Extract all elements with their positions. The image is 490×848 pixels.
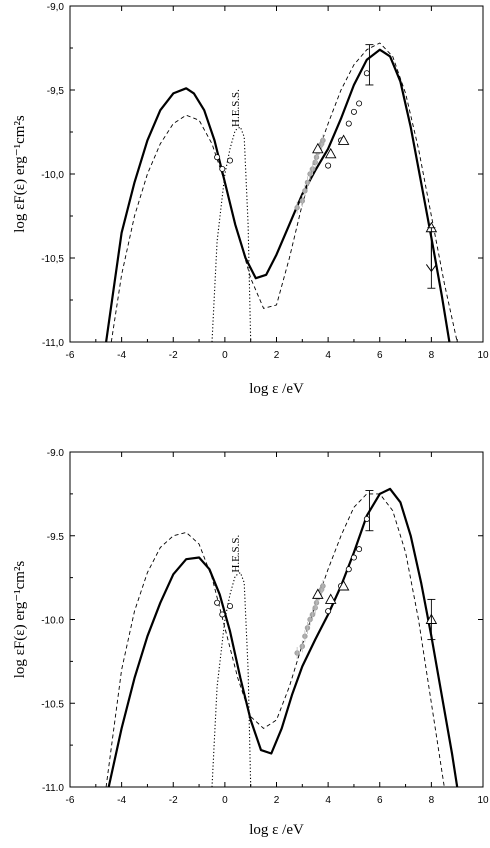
x-tick-label: -6 [66,350,75,361]
x-tick-label: 10 [477,350,489,361]
y-axis-title: log εF(ε) erg⁻¹cm²s [12,561,28,679]
data-point-circle [345,566,352,573]
x-tick-label: 0 [222,350,228,361]
data-point-circle [219,165,226,172]
data-point-triangle [337,580,350,591]
data-point-circle [356,100,363,107]
data-point-circle [219,611,226,618]
data-point-circle [325,162,332,169]
plot-frame [69,451,484,788]
x-tick-label: -2 [169,795,178,806]
y-tick-label: -9.5 [47,532,65,543]
y-tick-label: -10,0 [41,170,64,181]
y-tick-label: -10.5 [41,699,64,710]
y-tick-label: -9,0 [47,2,65,13]
x-tick-label: 2 [274,350,280,361]
x-tick-label: -2 [169,350,178,361]
x-tick-label: 4 [325,795,331,806]
y-tick-label: -10.0 [41,616,64,627]
x-axis-title: log ε /eV [249,381,304,397]
data-point-circle [214,599,221,606]
x-axis-title: log ε /eV [249,822,304,838]
data-point-circle [350,108,357,115]
data-point-circle [363,516,370,523]
data-point-triangle [312,142,324,154]
data-point-triangle [312,588,324,599]
chart-panel-1: -6 -4 -2 0 2 4 6 8 10 -9,0 -9,5 -10,0 -10,5 -11,0 log … [12,2,489,397]
data-point-circle [227,603,234,610]
y-tick-label: -11,0 [42,338,64,349]
x-tick-label: 6 [377,795,383,806]
y-tick-label: -9,5 [47,86,65,97]
data-point-circle [227,157,234,164]
data-point-triangle [324,147,337,159]
data-point-circle [214,154,221,161]
chart-panel-2: -6 -4 -2 0 2 4 6 8 10 -9.0 -9.5 -10.0 -10.5 -11.0 log … [12,448,489,838]
data-point-triangle [337,134,350,145]
series-line-solid [105,48,451,342]
series-line-dotted [211,126,252,342]
series-line-dotted [211,572,252,787]
x-tick-label: 0 [222,795,228,806]
x-tick-label: -4 [117,350,126,361]
series-line-dashed [110,42,458,342]
data-point-circle [345,120,352,127]
upper-limit-arrow-head [425,264,437,273]
y-tick-label: -9.0 [47,448,65,459]
x-tick-label: 8 [429,795,435,806]
data-layer: H.E.S.S. [105,42,458,342]
x-tick-label: 2 [274,795,280,806]
plot-frame [69,5,484,343]
y-tick-label: -11.0 [42,783,64,794]
data-layer: H.E.S.S. [105,487,459,787]
data-point-circle [325,608,332,615]
y-axis-title: log εF(ε) erg⁻¹cm²s [12,115,28,233]
series-line-solid [107,487,459,787]
annotation-label: H.E.S.S. [230,89,242,127]
x-tick-label: 6 [377,350,383,361]
data-point-circle [363,70,370,77]
x-tick-label: -4 [117,795,126,806]
data-point-circle [350,554,357,561]
annotation-label: H.E.S.S. [230,534,242,572]
series-line-dashed [105,493,445,787]
x-tick-label: 8 [429,350,435,361]
x-tick-label: 4 [325,350,331,361]
data-point-circle [356,546,363,553]
y-tick-label: -10,5 [41,254,64,265]
data-point-triangle [324,593,337,604]
x-tick-label: 10 [477,795,489,806]
x-tick-label: -6 [66,795,75,806]
